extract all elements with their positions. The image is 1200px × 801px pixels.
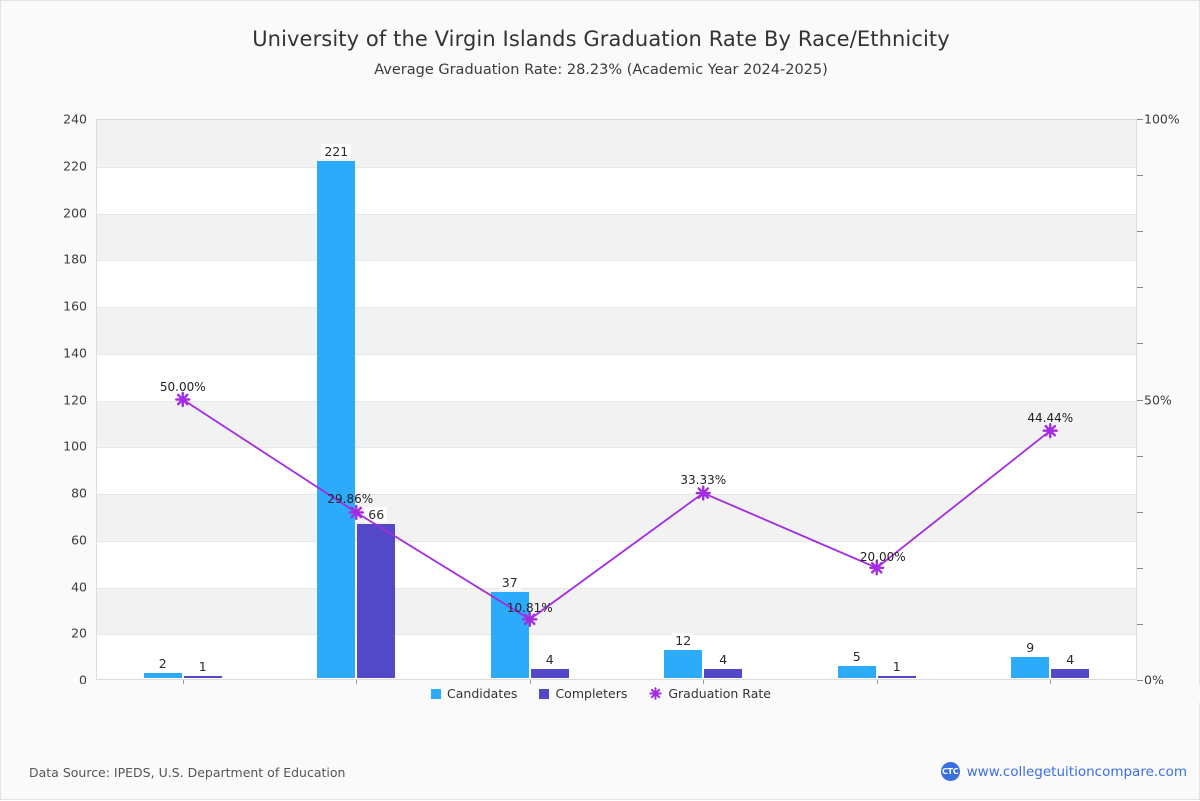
bar-value-label: 9 bbox=[1023, 639, 1038, 655]
y-axis-tick-label: 180 bbox=[63, 251, 87, 267]
gridline bbox=[97, 353, 1136, 355]
bar-completers[interactable] bbox=[357, 523, 396, 678]
legend-label: Candidates bbox=[447, 686, 518, 701]
gridline bbox=[97, 540, 1136, 542]
y-axis-tick-label: 160 bbox=[63, 298, 87, 314]
graduation-rate-value-label: 20.00% bbox=[859, 549, 906, 564]
gridline bbox=[97, 166, 1136, 168]
graduation-rate-value-label: 10.81% bbox=[506, 601, 553, 616]
grid-band bbox=[97, 307, 1136, 354]
x-axis-tick-mark bbox=[876, 680, 878, 685]
right-axis-tick-mark bbox=[1137, 175, 1143, 177]
x-axis-tick-mark bbox=[529, 680, 531, 685]
gridline bbox=[97, 587, 1136, 589]
right-axis-tick-label: 50% bbox=[1144, 392, 1172, 407]
y-axis-tick-label: 140 bbox=[63, 345, 87, 361]
right-axis-tick-mark bbox=[1137, 343, 1143, 345]
bar-completers[interactable] bbox=[183, 675, 222, 678]
grid-band bbox=[97, 213, 1136, 261]
y-axis-tick-label: 80 bbox=[71, 485, 87, 501]
right-axis-tick-label: 100% bbox=[1144, 111, 1180, 127]
bar-value-label: 4 bbox=[716, 651, 731, 667]
bar-value-label: 2 bbox=[155, 656, 170, 672]
grid-band bbox=[97, 400, 1136, 448]
bar-value-label: 221 bbox=[321, 144, 352, 160]
legend-label: Completers bbox=[555, 686, 628, 701]
bar-value-label: 5 bbox=[849, 649, 864, 665]
gridline bbox=[97, 400, 1136, 402]
right-axis-tick-mark bbox=[1137, 567, 1143, 569]
gridline bbox=[97, 494, 1136, 495]
grid-band bbox=[97, 494, 1136, 541]
y-axis-tick-label: 240 bbox=[63, 111, 87, 127]
graduation-rate-value-label: 33.33% bbox=[680, 473, 727, 488]
bar-completers[interactable] bbox=[704, 668, 743, 678]
y-axis-tick-label: 220 bbox=[63, 158, 87, 174]
bar-value-label: 1 bbox=[889, 658, 904, 674]
bar-candidates[interactable] bbox=[143, 673, 182, 678]
grid-band bbox=[97, 120, 1136, 167]
right-axis-tick-mark bbox=[1137, 680, 1143, 681]
chart-subtitle: Average Graduation Rate: 28.23% (Academi… bbox=[374, 62, 828, 78]
bar-value-label: 1 bbox=[195, 658, 210, 674]
chart-legend: Candidates Completers Graduation Rate bbox=[1, 684, 1200, 703]
y-axis-tick-label: 200 bbox=[63, 205, 87, 220]
right-axis-tick-mark bbox=[1137, 399, 1143, 401]
legend-swatch-icon bbox=[431, 688, 442, 699]
gridline bbox=[97, 260, 1136, 262]
y-axis-tick-label: 0 bbox=[79, 672, 87, 688]
legend-item[interactable]: Completers bbox=[539, 686, 627, 701]
y-axis-tick-label: 20 bbox=[71, 625, 87, 641]
site-attribution[interactable]: CTC www.collegetuitioncompare.com bbox=[940, 762, 1187, 781]
y-axis-tick-label: 120 bbox=[63, 392, 87, 407]
x-axis-tick-mark bbox=[1050, 680, 1052, 685]
graduation-rate-value-label: 44.44% bbox=[1027, 410, 1074, 425]
right-axis-tick-mark bbox=[1137, 231, 1143, 233]
bar-candidates[interactable] bbox=[317, 161, 356, 678]
right-axis-tick-label: 0% bbox=[1144, 672, 1164, 688]
right-axis-tick-mark bbox=[1137, 511, 1143, 513]
bar-value-label: 66 bbox=[365, 506, 388, 522]
bar-candidates[interactable] bbox=[664, 649, 703, 678]
right-axis-tick-mark bbox=[1137, 455, 1143, 457]
gridline bbox=[97, 634, 1136, 636]
gridline bbox=[97, 213, 1136, 215]
right-axis-tick-mark bbox=[1137, 287, 1143, 289]
legend-item[interactable]: Candidates bbox=[431, 686, 517, 701]
gridline bbox=[97, 307, 1136, 308]
bar-completers[interactable] bbox=[877, 675, 916, 678]
bar-value-label: 4 bbox=[542, 651, 557, 667]
legend-label: Graduation Rate bbox=[668, 686, 771, 701]
bar-candidates[interactable] bbox=[837, 666, 876, 678]
x-axis-tick-mark bbox=[182, 680, 184, 685]
graduation-rate-value-label: 50.00% bbox=[159, 379, 206, 394]
x-axis-tick-mark bbox=[703, 680, 705, 685]
page-title: University of the Virgin Islands Graduat… bbox=[252, 27, 950, 51]
bar-value-label: 37 bbox=[498, 574, 521, 590]
grid-band bbox=[97, 587, 1136, 635]
legend-swatch-icon bbox=[539, 688, 550, 699]
y-axis-tick-label: 40 bbox=[71, 579, 87, 594]
bar-value-label: 4 bbox=[1063, 651, 1078, 667]
asterisk-icon bbox=[649, 687, 663, 700]
gridline bbox=[97, 447, 1136, 449]
right-axis-tick-mark bbox=[1137, 623, 1143, 625]
bar-completers[interactable] bbox=[530, 668, 569, 678]
y-axis-tick-label: 60 bbox=[71, 532, 87, 548]
bar-completers[interactable] bbox=[1051, 668, 1090, 678]
plot-area bbox=[96, 119, 1137, 680]
right-axis-tick-mark bbox=[1137, 119, 1143, 120]
bar-candidates[interactable] bbox=[1011, 656, 1050, 678]
graduation-rate-value-label: 29.86% bbox=[327, 492, 374, 507]
bar-value-label: 12 bbox=[672, 632, 695, 648]
x-axis-tick-mark bbox=[356, 680, 358, 685]
legend-item[interactable]: Graduation Rate bbox=[649, 686, 771, 701]
y-axis-tick-label: 100 bbox=[63, 438, 87, 454]
data-source-text: Data Source: IPEDS, U.S. Department of E… bbox=[29, 765, 346, 780]
site-url-link[interactable]: www.collegetuitioncompare.com bbox=[966, 763, 1187, 780]
ctc-logo-icon: CTC bbox=[940, 762, 960, 781]
